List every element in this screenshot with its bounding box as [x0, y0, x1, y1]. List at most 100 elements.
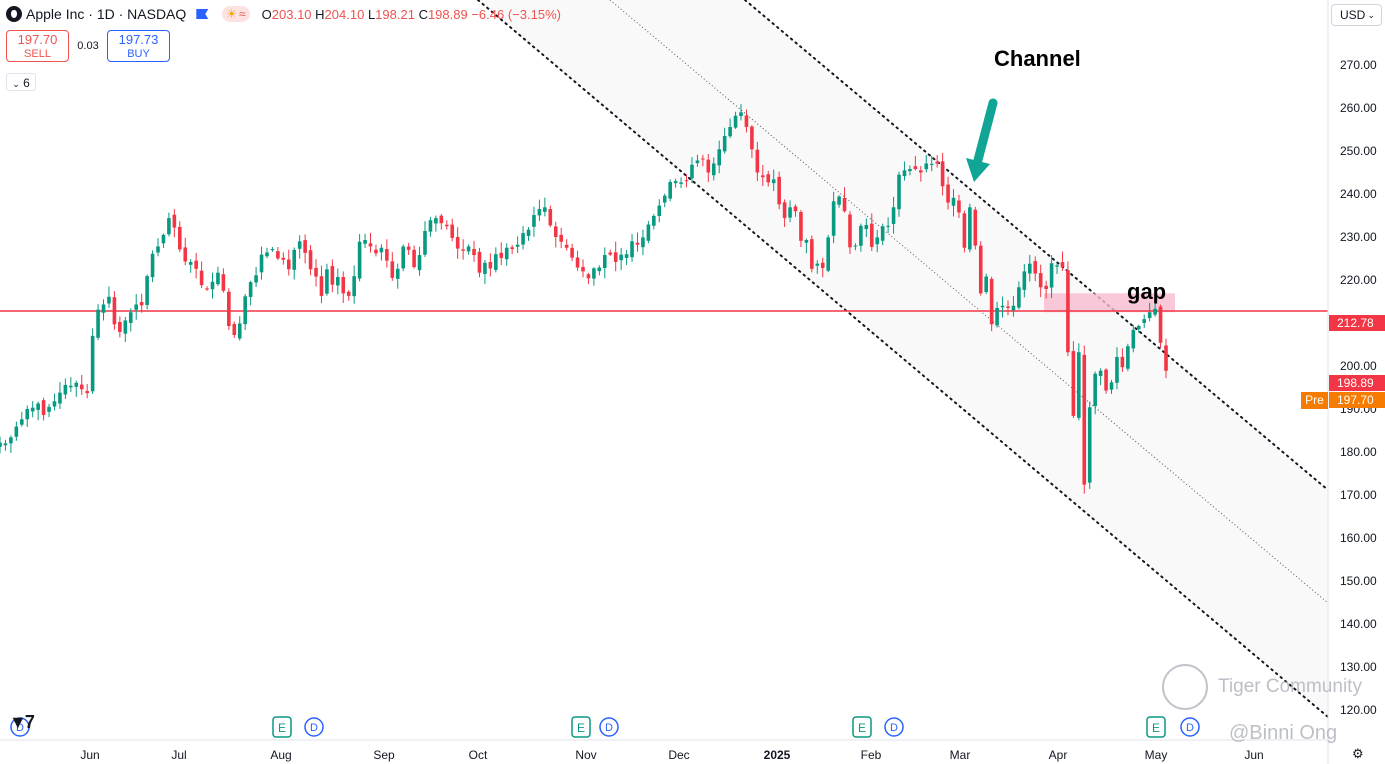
candle: [74, 380, 79, 397]
candle: [973, 206, 978, 250]
candle-body: [608, 252, 613, 255]
candle: [537, 199, 542, 221]
candle-body: [679, 182, 683, 184]
price-tick-label: 140.00: [1340, 617, 1377, 631]
dividend-icon: D: [599, 717, 619, 737]
candle: [412, 245, 416, 269]
tradingview-logo-icon[interactable]: ▼7: [9, 712, 35, 732]
time-tick-label: Nov: [575, 748, 596, 762]
candle-body: [357, 241, 362, 279]
candle-body: [178, 226, 182, 250]
candle-body: [183, 247, 188, 262]
candle: [635, 232, 640, 252]
candle-body: [145, 276, 149, 305]
time-tick-label: Apr: [1049, 748, 1068, 762]
earnings-icon: E: [272, 716, 292, 738]
candle-body: [341, 276, 346, 294]
dividend-icon: D: [10, 717, 30, 737]
candle: [586, 272, 591, 285]
candle-body: [630, 241, 634, 258]
candle: [276, 247, 280, 261]
indicators-toggle[interactable]: ⌄ 6: [6, 73, 36, 91]
candle: [96, 304, 100, 340]
candle-body: [3, 443, 8, 446]
sell-button[interactable]: 197.70 SELL: [6, 30, 69, 62]
candle-body: [1077, 352, 1081, 418]
candle-body: [194, 260, 198, 269]
candle-body: [210, 281, 215, 290]
candle-body: [641, 237, 645, 248]
candle-body: [494, 254, 498, 270]
candle: [1164, 338, 1168, 379]
candle: [886, 217, 890, 234]
flag-icon[interactable]: [196, 9, 209, 19]
time-tick-label: Jul: [171, 748, 186, 762]
candle-body: [1093, 373, 1097, 407]
candle-body: [161, 234, 166, 244]
candle-body: [1098, 370, 1103, 377]
candle: [85, 384, 89, 399]
candle: [526, 227, 531, 241]
earnings-marker: [852, 716, 872, 738]
candle-body: [1109, 382, 1114, 390]
candle: [363, 233, 367, 249]
candle: [553, 221, 558, 248]
candle: [690, 157, 694, 184]
candle-body: [1055, 265, 1059, 267]
candle: [1038, 264, 1043, 298]
gear-icon[interactable]: ⚙: [1352, 746, 1364, 761]
candle: [178, 221, 182, 252]
candle-body: [499, 252, 504, 259]
candle: [733, 111, 738, 129]
candle-body: [978, 245, 983, 294]
candle: [128, 308, 133, 332]
candle: [237, 316, 242, 341]
candle-body: [41, 400, 46, 416]
candle: [161, 233, 166, 249]
candle-body: [635, 242, 640, 245]
candle-body: [248, 282, 253, 297]
candle-body: [526, 229, 531, 236]
currency-select[interactable]: USD ⌄: [1331, 4, 1382, 26]
buy-button[interactable]: 197.73 BUY: [107, 30, 170, 62]
candle-body: [172, 214, 177, 228]
candle-body: [1060, 262, 1065, 268]
candle: [597, 265, 602, 276]
candle-body: [466, 246, 471, 252]
dividend-letter: D: [16, 722, 24, 734]
candle: [314, 259, 318, 287]
candle-body: [521, 233, 525, 245]
candle: [820, 257, 825, 278]
candle: [341, 271, 346, 303]
candle-body: [831, 201, 836, 236]
candle: [919, 166, 923, 182]
price-label-text: 212.78: [1337, 316, 1374, 330]
time-tick-label: May: [1145, 748, 1168, 762]
candle: [210, 272, 215, 299]
earnings-icon: E: [852, 716, 872, 738]
candle-body: [869, 223, 874, 247]
candle: [1066, 261, 1070, 357]
candle: [281, 252, 286, 265]
market-status-badge[interactable]: ☀ ≈: [222, 6, 250, 22]
candle-body: [14, 426, 19, 437]
candle: [995, 301, 999, 328]
candle: [423, 221, 427, 257]
gap-annotation[interactable]: gap: [1127, 279, 1167, 304]
candle-body: [188, 261, 193, 265]
candle: [701, 154, 705, 167]
channel-annotation[interactable]: Channel: [994, 46, 1081, 71]
symbol-title[interactable]: Apple Inc · 1D · NASDAQ: [26, 6, 187, 22]
candle-body: [368, 243, 373, 247]
candle: [292, 247, 297, 280]
candle-body: [1071, 351, 1076, 416]
candle-body: [1104, 369, 1108, 391]
candle-body: [395, 268, 400, 279]
candle: [434, 215, 438, 232]
price-label-bg: [1329, 315, 1385, 331]
candle-body: [886, 225, 890, 227]
candle-body: [134, 304, 139, 310]
candle-body: [602, 255, 607, 268]
candle-body: [940, 161, 945, 187]
